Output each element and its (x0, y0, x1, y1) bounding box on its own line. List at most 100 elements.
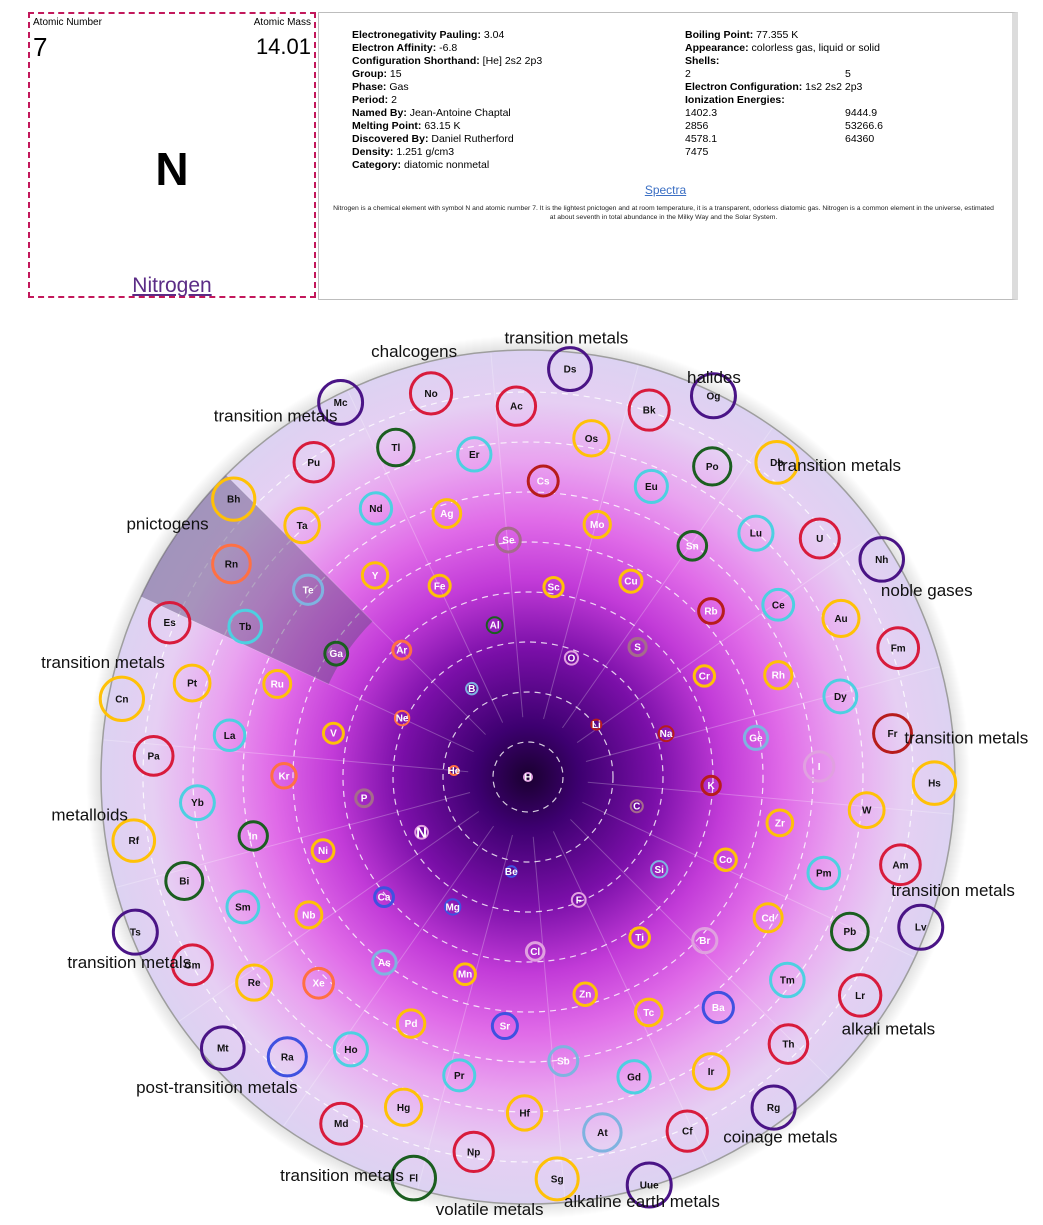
element-bubble-gd[interactable]: Gd (616, 1059, 652, 1095)
element-bubble-c[interactable]: C (629, 799, 644, 814)
element-bubble-sc[interactable]: Sc (542, 576, 565, 599)
element-bubble-he[interactable]: He (448, 764, 461, 777)
element-bubble-ge[interactable]: Ge (742, 724, 770, 751)
element-bubble-fm[interactable]: Fm (876, 626, 921, 670)
group-label[interactable]: transition metals (280, 1166, 404, 1185)
group-label[interactable]: transition metals (504, 329, 628, 348)
element-bubble-fr[interactable]: Fr (872, 713, 913, 754)
element-bubble-ba[interactable]: Ba (701, 990, 735, 1025)
element-bubble-sr[interactable]: Sr (490, 1011, 519, 1041)
element-bubble-li[interactable]: Li (590, 718, 603, 731)
element-bubble-pu[interactable]: Pu (292, 441, 335, 484)
element-bubble-db[interactable]: Db (754, 439, 800, 485)
element-bubble-cd[interactable]: Cd (752, 902, 784, 934)
element-bubble-be[interactable]: Be (505, 865, 518, 878)
element-bubble-la[interactable]: La (212, 718, 247, 753)
element-bubble-sb[interactable]: Sb (547, 1045, 580, 1077)
element-bubble-rf[interactable]: Rf (111, 818, 157, 863)
element-bubble-ta[interactable]: Ta (283, 506, 321, 545)
element-bubble-na[interactable]: Na (657, 725, 675, 743)
element-bubble-ts[interactable]: Ts (111, 908, 159, 956)
element-bubble-n[interactable]: N (414, 824, 429, 841)
element-bubble-se[interactable]: Se (495, 526, 522, 554)
element-bubble-mt[interactable]: Mt (199, 1025, 246, 1072)
element-bubble-md[interactable]: Md (319, 1101, 364, 1146)
element-bubble-cl[interactable]: Cl (524, 941, 546, 962)
element-bubble-pd[interactable]: Pd (395, 1008, 427, 1039)
element-bubble-br[interactable]: Br (691, 927, 719, 955)
element-bubble-co[interactable]: Co (713, 847, 738, 872)
element-bubble-in[interactable]: In (237, 820, 269, 852)
element-bubble-sg[interactable]: Sg (534, 1156, 580, 1202)
element-bubble-fe[interactable]: Fe (427, 573, 452, 598)
element-bubble-y[interactable]: Y (360, 561, 390, 590)
group-label[interactable]: pnictogens (126, 515, 208, 534)
element-bubble-dy[interactable]: Dy (822, 678, 859, 715)
element-bubble-cr[interactable]: Cr (692, 664, 717, 688)
group-label[interactable]: post-transition metals (136, 1078, 298, 1097)
group-label[interactable]: volatile metals (436, 1200, 544, 1219)
group-label[interactable]: halides (687, 368, 741, 387)
element-bubble-mo[interactable]: Mo (582, 509, 612, 540)
element-bubble-bi[interactable]: Bi (164, 861, 205, 901)
element-bubble-sn[interactable]: Sn (676, 529, 709, 562)
element-bubble-cn[interactable]: Cn (98, 675, 146, 722)
element-bubble-fl[interactable]: Fl (390, 1154, 438, 1202)
element-bubble-ra[interactable]: Ra (266, 1036, 308, 1078)
element-bubble-tm[interactable]: Tm (769, 961, 806, 999)
element-bubble-ac[interactable]: Ac (495, 385, 538, 427)
group-label[interactable]: alkaline earth metals (564, 1192, 720, 1211)
group-label[interactable]: metalloids (51, 805, 128, 824)
element-bubble-pa[interactable]: Pa (132, 734, 175, 777)
group-label[interactable]: transition metals (777, 456, 901, 475)
element-bubble-no[interactable]: No (408, 371, 454, 416)
element-bubble-ir[interactable]: Ir (691, 1052, 731, 1091)
element-bubble-nd[interactable]: Nd (358, 491, 394, 526)
element-bubble-au[interactable]: Au (821, 598, 861, 638)
element-bubble-lr[interactable]: Lr (837, 973, 883, 1018)
element-bubble-rg[interactable]: Rg (750, 1084, 797, 1131)
element-bubble-at[interactable]: At (582, 1112, 623, 1153)
element-bubble-tb[interactable]: Tb (227, 608, 264, 645)
element-bubble-mg[interactable]: Mg (444, 898, 462, 916)
element-bubble-os[interactable]: Os (572, 419, 611, 458)
element-bubble-p[interactable]: P (354, 788, 374, 809)
element-bubble-hf[interactable]: Hf (505, 1094, 544, 1132)
group-label[interactable]: transition metals (67, 953, 191, 972)
element-bubble-ti[interactable]: Ti (628, 926, 651, 949)
element-bubble-sm[interactable]: Sm (225, 889, 261, 925)
element-bubble-ce[interactable]: Ce (761, 587, 796, 622)
element-bubble-nb[interactable]: Nb (294, 900, 324, 930)
element-bubble-ca[interactable]: Ca (373, 886, 395, 909)
element-bubble-th[interactable]: Th (767, 1023, 810, 1065)
element-bubble-mn[interactable]: Mn (453, 962, 477, 987)
element-bubble-zn[interactable]: Zn (572, 981, 598, 1007)
element-bubble-mc[interactable]: Mc (317, 379, 365, 426)
group-label[interactable]: alkali metals (842, 1019, 936, 1038)
element-bubble-s[interactable]: S (627, 636, 648, 658)
spectra-link[interactable]: Spectra (644, 183, 687, 197)
element-bubble-ds[interactable]: Ds (547, 346, 593, 393)
element-bubble-i[interactable]: I (802, 750, 836, 783)
element-bubble-re[interactable]: Re (235, 963, 274, 1002)
element-bubble-o[interactable]: O (563, 650, 580, 666)
element-bubble-w[interactable]: W (847, 791, 886, 830)
element-bubble-xe[interactable]: Xe (302, 966, 335, 1000)
element-bubble-ne[interactable]: Ne (393, 709, 411, 727)
group-label[interactable]: transition metals (904, 729, 1028, 748)
group-label[interactable]: transition metals (214, 407, 338, 426)
element-bubble-pm[interactable]: Pm (806, 855, 842, 891)
element-bubble-yb[interactable]: Yb (179, 784, 216, 822)
element-name-link[interactable]: Nitrogen (132, 274, 212, 297)
element-bubble-np[interactable]: Np (452, 1130, 495, 1174)
group-label[interactable]: coinage metals (723, 1127, 837, 1146)
element-bubble-pt[interactable]: Pt (172, 663, 212, 703)
element-bubble-lu[interactable]: Lu (737, 514, 775, 552)
group-label[interactable]: transition metals (41, 653, 165, 672)
element-bubble-pb[interactable]: Pb (829, 911, 870, 952)
element-bubble-si[interactable]: Si (650, 860, 669, 879)
element-bubble-nh[interactable]: Nh (858, 536, 905, 583)
group-label[interactable]: transition metals (891, 881, 1015, 900)
element-bubble-er[interactable]: Er (456, 436, 493, 473)
element-bubble-am[interactable]: Am (879, 843, 922, 887)
